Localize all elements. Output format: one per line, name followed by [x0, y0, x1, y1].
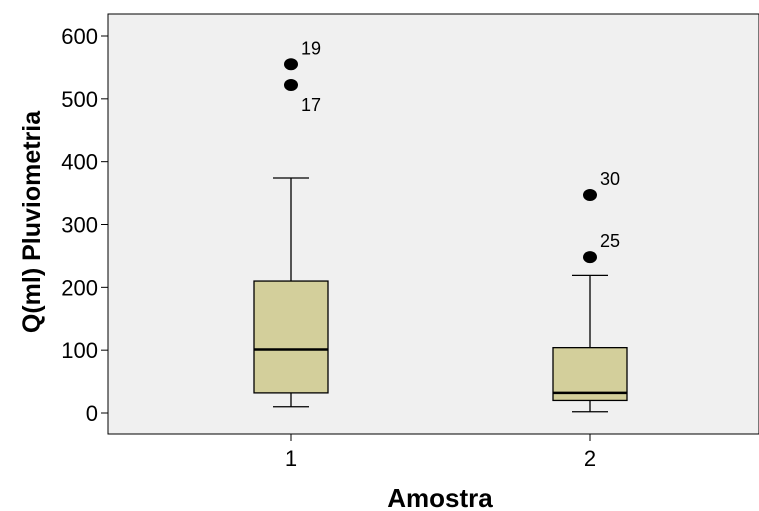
iqr-box — [552, 347, 628, 402]
y-tick-label: 100 — [61, 338, 98, 363]
outlier-point — [583, 188, 597, 201]
outlier-label: 25 — [600, 231, 620, 251]
outlier-point — [583, 251, 597, 264]
x-tick-label: 1 — [285, 446, 297, 471]
y-axis: 0 100 200 300 400 500 600 — [61, 24, 108, 426]
box-group: 30 25 — [552, 169, 628, 413]
outlier-label: 19 — [301, 38, 321, 58]
outlier-point — [284, 79, 298, 92]
y-tick-label: 200 — [61, 275, 98, 300]
y-tick-label: 600 — [61, 24, 98, 49]
x-tick-label: 2 — [584, 446, 596, 471]
outlier-point — [284, 58, 298, 71]
y-axis-title: Q(ml) Pluviometria — [18, 110, 46, 333]
y-tick-label: 400 — [61, 150, 98, 175]
plot-area — [107, 13, 759, 435]
outlier-label: 17 — [301, 95, 321, 115]
y-tick-label: 300 — [61, 213, 98, 238]
y-tick-label: 500 — [61, 87, 98, 112]
iqr-box — [253, 280, 329, 394]
y-tick-label: 0 — [86, 401, 98, 426]
outlier-label: 30 — [600, 169, 620, 189]
x-axis-title: Amostra — [387, 483, 493, 511]
